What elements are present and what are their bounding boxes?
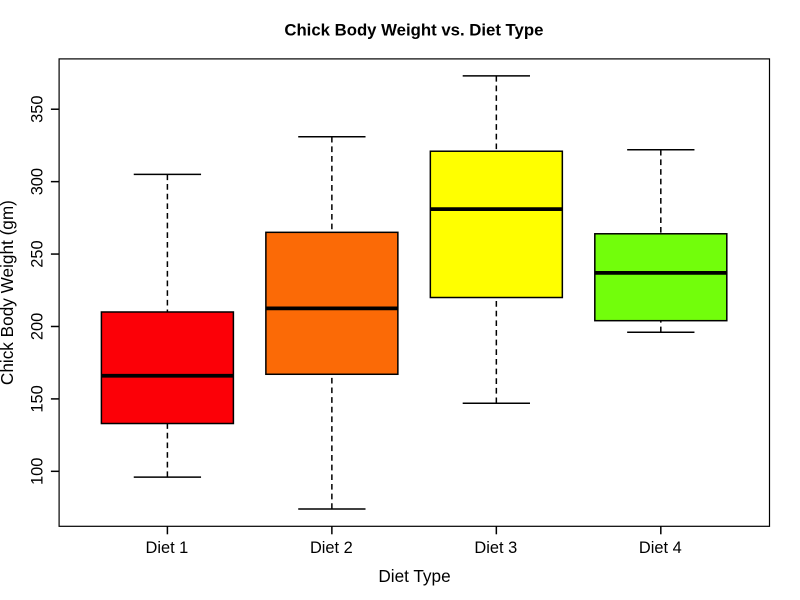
svg-text:Diet 1: Diet 1 <box>145 539 188 557</box>
svg-text:150: 150 <box>28 385 46 412</box>
svg-text:100: 100 <box>28 458 46 485</box>
svg-text:Chick Body Weight vs. Diet Typ: Chick Body Weight vs. Diet Type <box>284 21 543 40</box>
svg-text:350: 350 <box>28 96 46 123</box>
svg-text:Chick Body Weight (gm): Chick Body Weight (gm) <box>0 200 17 385</box>
svg-text:Diet 3: Diet 3 <box>474 539 517 557</box>
svg-text:200: 200 <box>28 313 46 340</box>
svg-text:300: 300 <box>28 168 46 195</box>
svg-text:250: 250 <box>28 240 46 267</box>
svg-text:Diet 4: Diet 4 <box>639 539 682 557</box>
svg-text:Diet 2: Diet 2 <box>310 539 353 557</box>
svg-text:Diet Type: Diet Type <box>378 566 450 586</box>
